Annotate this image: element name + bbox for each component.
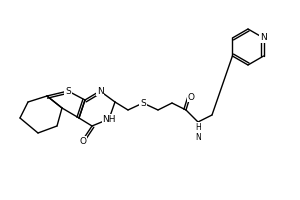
Text: O: O bbox=[80, 136, 86, 146]
Text: H
N: H N bbox=[195, 123, 201, 142]
Text: O: O bbox=[188, 92, 194, 102]
Text: S: S bbox=[140, 98, 146, 108]
Text: N: N bbox=[97, 86, 104, 96]
Text: NH: NH bbox=[102, 114, 116, 123]
Text: N: N bbox=[260, 33, 267, 43]
Text: S: S bbox=[65, 86, 71, 96]
